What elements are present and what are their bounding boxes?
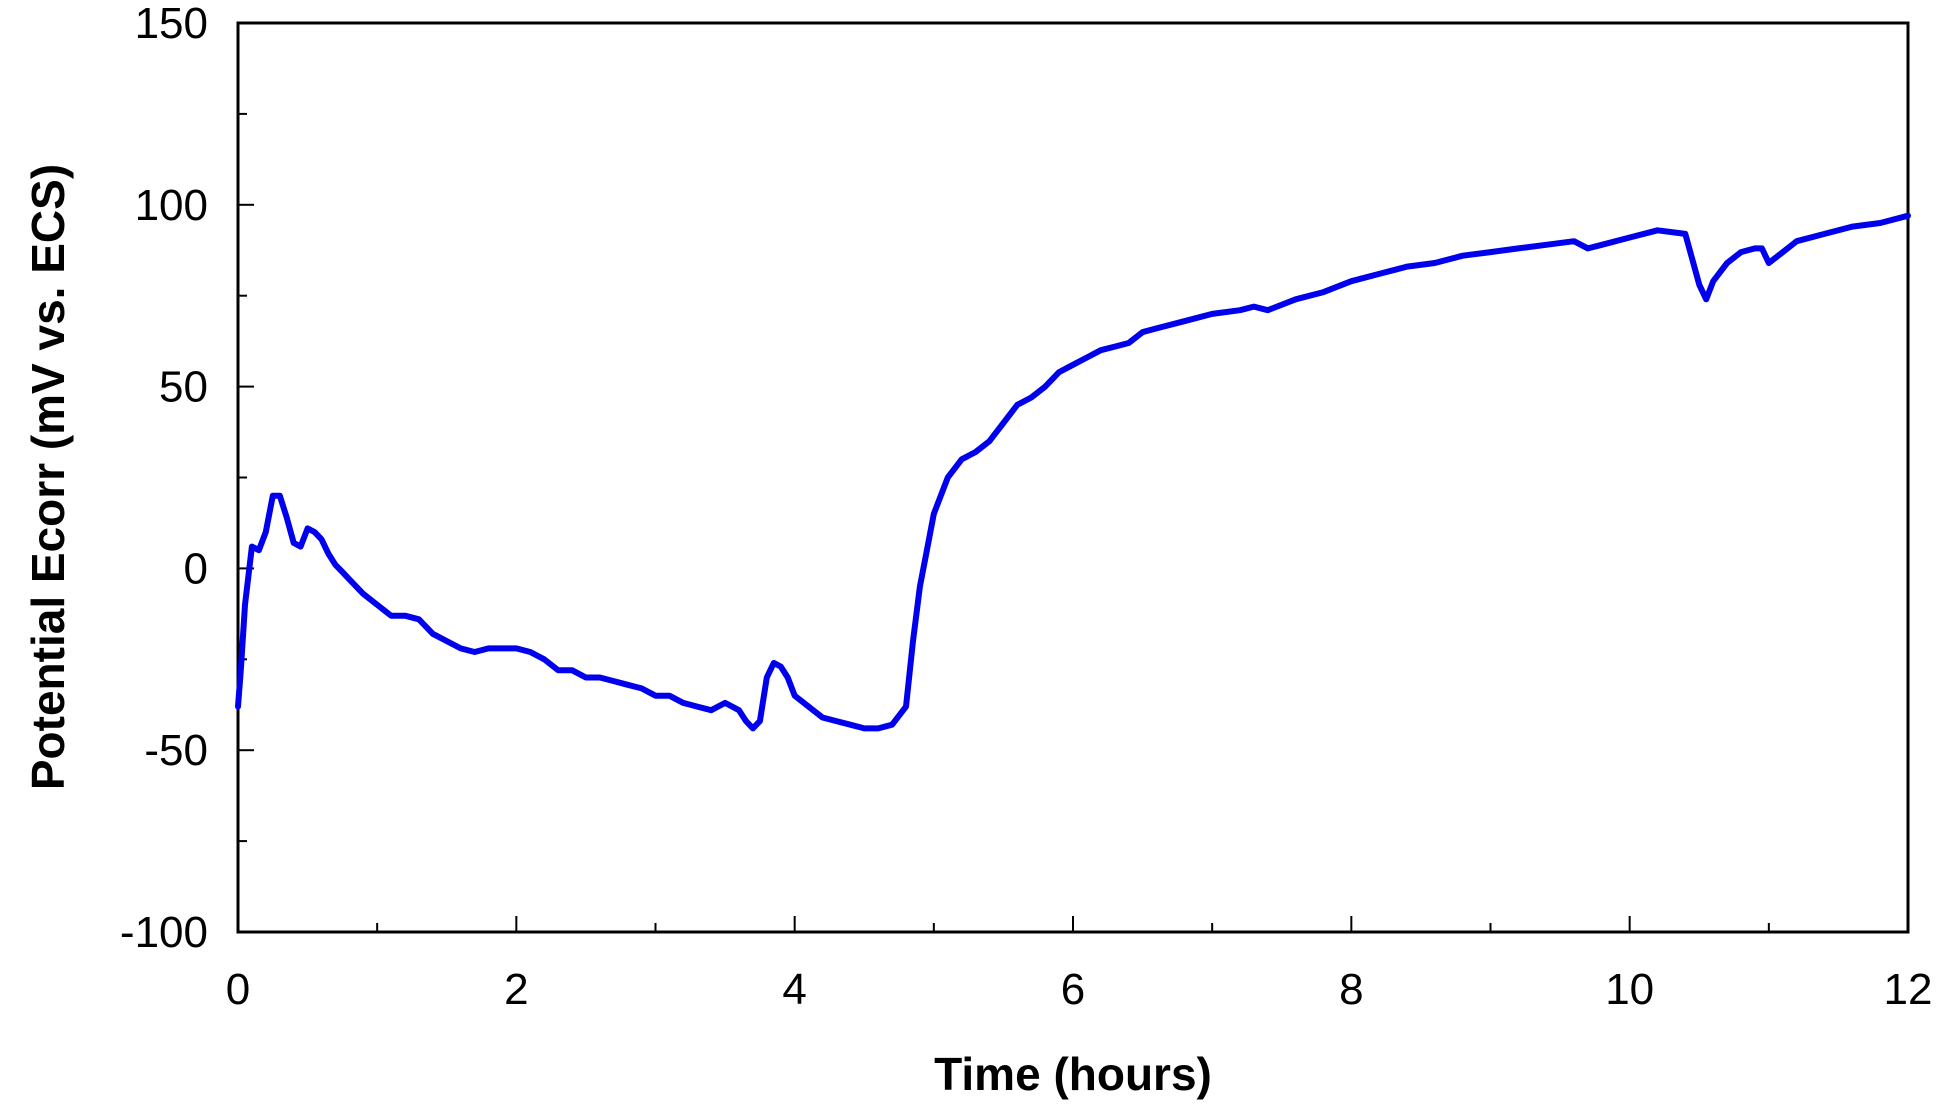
x-axis-ticks: [237, 916, 1909, 932]
y-tick-label: -50: [144, 726, 208, 775]
y-tick-label: 50: [159, 363, 208, 412]
x-tick-label: 10: [1605, 965, 1654, 1014]
data-series-layer: [235, 212, 1911, 732]
y-axis-ticks: [238, 22, 254, 933]
series-line: [235, 212, 1911, 732]
x-tick-label: 8: [1339, 965, 1363, 1014]
y-axis-tick-labels: -100 -50 0 50 100 150: [120, 0, 208, 957]
x-tick-label: 2: [504, 965, 528, 1014]
y-tick-label: -100: [120, 908, 208, 957]
y-tick-label: 100: [135, 181, 208, 230]
x-axis-title: Time (hours): [934, 1048, 1212, 1100]
y-axis-title: Potential Ecorr (mV vs. ECS): [22, 164, 74, 790]
x-tick-label: 12: [1884, 965, 1933, 1014]
x-tick-label: 0: [226, 965, 250, 1014]
x-tick-label: 6: [1061, 965, 1085, 1014]
y-tick-label: 0: [184, 544, 208, 593]
y-tick-label: 150: [135, 0, 208, 48]
x-axis-tick-labels: 0 2 4 6 8 10 12: [226, 965, 1933, 1014]
x-tick-label: 4: [782, 965, 806, 1014]
plot-area: [236, 21, 1910, 934]
